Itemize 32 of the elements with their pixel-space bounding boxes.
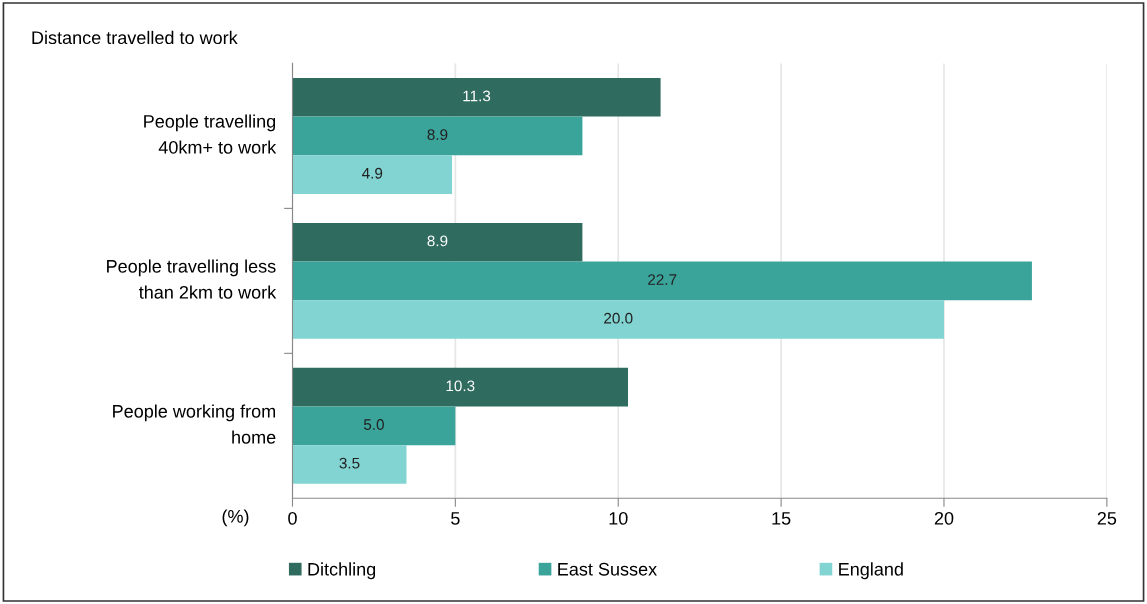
y-tick-label: People travelling 40km+ to work bbox=[144, 114, 277, 154]
data-label: 8.9 bbox=[427, 235, 448, 247]
text: Distance travelled to work bbox=[32, 30, 238, 45]
y-tick-label: People travelling less than 2km to work bbox=[107, 259, 277, 299]
bar bbox=[292, 116, 583, 156]
x-tick-label: 15 bbox=[772, 512, 791, 525]
bar bbox=[292, 77, 661, 117]
data-label: 4.9 bbox=[362, 167, 383, 179]
y-tick-label: People working from home bbox=[113, 404, 276, 444]
bar bbox=[292, 406, 456, 446]
legend-label: East Sussex bbox=[558, 562, 657, 576]
x-tick-label: 0 bbox=[288, 511, 297, 525]
legend-label: England bbox=[839, 562, 903, 580]
data-label: 3.5 bbox=[339, 457, 360, 469]
data-label: 10.3 bbox=[446, 380, 475, 392]
x-tick-label: 25 bbox=[1097, 511, 1117, 525]
bar bbox=[292, 261, 1032, 301]
bar bbox=[292, 222, 583, 262]
data-label: 11.3 bbox=[463, 90, 491, 102]
legend-label: Ditchling bbox=[308, 562, 376, 580]
data-label: 8.9 bbox=[427, 129, 448, 140]
x-axis-title: (%) bbox=[222, 509, 249, 527]
data-label: 22.7 bbox=[648, 274, 677, 285]
bar bbox=[292, 300, 944, 339]
bar bbox=[292, 155, 453, 194]
data-label: 20.0 bbox=[604, 312, 633, 324]
bar bbox=[292, 445, 407, 484]
x-tick-label: 5 bbox=[451, 512, 460, 525]
x-tick-label: 20 bbox=[934, 511, 954, 525]
bar bbox=[292, 367, 629, 407]
data-label: 5.0 bbox=[363, 419, 384, 430]
x-tick-label: 10 bbox=[609, 511, 628, 525]
